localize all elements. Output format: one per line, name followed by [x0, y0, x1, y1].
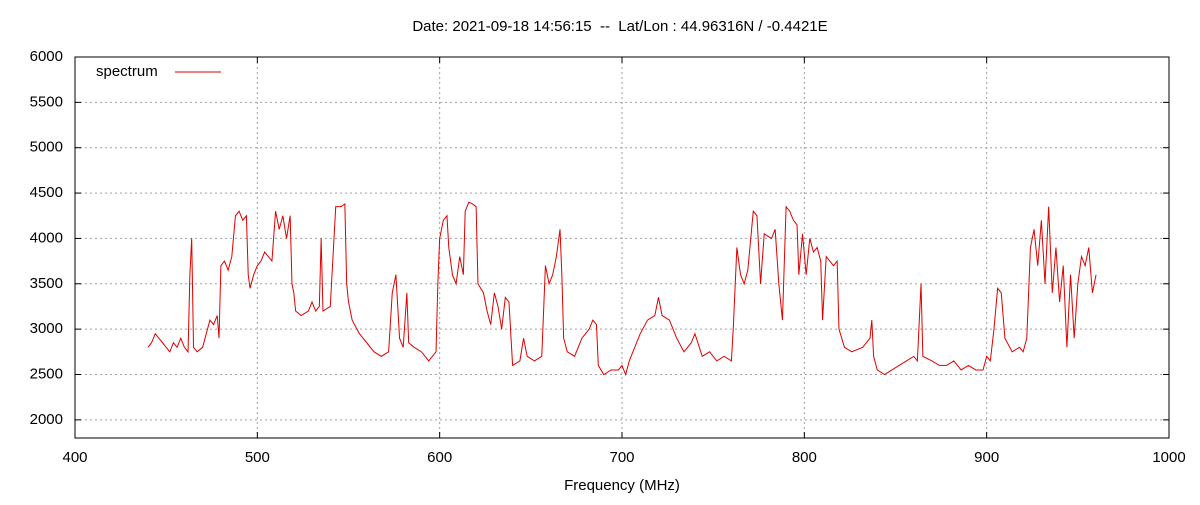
y-tick-label: 3000 [30, 320, 63, 337]
y-tick-label: 2500 [30, 365, 63, 382]
x-tick-label: 1000 [1152, 449, 1185, 466]
spectrum-line [147, 201, 1097, 377]
x-tick-label: 900 [974, 449, 999, 466]
legend-label: spectrum [96, 63, 158, 80]
y-tick-label: 5000 [30, 139, 63, 156]
y-tick-label: 4000 [30, 229, 63, 246]
y-tick-label: 2000 [30, 411, 63, 428]
plot-frame [74, 56, 1170, 439]
y-tick-label: 6000 [30, 48, 63, 65]
x-tick-label: 500 [245, 449, 270, 466]
x-tick-label: 700 [609, 449, 634, 466]
y-tick-label: 4500 [30, 184, 63, 201]
x-tick-label: 800 [792, 449, 817, 466]
y-tick-label: 5500 [30, 93, 63, 110]
x-axis-label: Frequency (MHz) [564, 477, 680, 494]
chart-title: Date: 2021-09-18 14:56:15 -- Lat/Lon : 4… [412, 18, 827, 35]
x-tick-label: 400 [62, 449, 87, 466]
y-tick-label: 3500 [30, 275, 63, 292]
x-tick-label: 600 [427, 449, 452, 466]
